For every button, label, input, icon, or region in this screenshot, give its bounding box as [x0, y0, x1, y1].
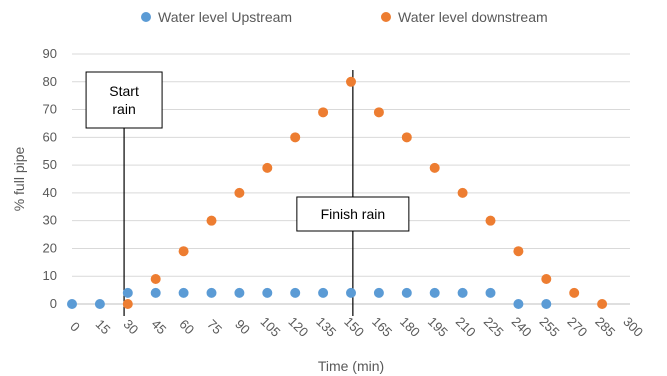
legend-marker [381, 12, 391, 22]
legend: Water level Upstream Water level downstre… [141, 9, 548, 25]
data-point-series-1 [122, 287, 133, 298]
y-tick-label: 50 [43, 157, 57, 172]
gridlines [72, 53, 630, 277]
annotations: Start rain Finish rain [85, 70, 410, 316]
x-tick-label: 15 [93, 316, 114, 337]
data-point-series-1 [94, 299, 105, 309]
data-point-series-1 [318, 287, 329, 298]
x-tick-label: 195 [425, 314, 451, 340]
data-point-series-2 [122, 299, 133, 309]
data-point-series-1 [67, 299, 77, 309]
data-points [67, 76, 608, 309]
data-point-series-2 [234, 187, 245, 198]
x-tick-label: 225 [481, 314, 507, 340]
data-point-series-1 [206, 287, 217, 298]
y-tick-label: 60 [43, 129, 57, 144]
x-tick-label: 0 [67, 319, 83, 335]
annotation-text-start: rain [112, 101, 135, 117]
data-point-series-1 [262, 287, 273, 298]
x-axis-title: Time (min) [318, 358, 384, 374]
data-point-series-2 [262, 162, 273, 173]
data-point-series-2 [457, 187, 468, 198]
data-point-series-1 [457, 287, 468, 298]
x-tick-label: 165 [369, 314, 395, 340]
data-point-series-2 [429, 162, 440, 173]
x-tick-label: 300 [620, 314, 646, 340]
y-axis-title: % full pipe [11, 146, 27, 211]
annotation-box-start [85, 71, 163, 129]
y-tick-label: 80 [43, 74, 57, 89]
y-tick-label: 30 [43, 213, 57, 228]
y-tick-label: 40 [43, 185, 57, 200]
data-point-series-2 [541, 274, 552, 284]
data-point-series-1 [541, 299, 552, 309]
x-tick-label: 240 [509, 314, 535, 340]
x-tick-label: 150 [341, 314, 367, 340]
x-tick-label: 120 [285, 314, 311, 340]
data-point-series-2 [346, 76, 356, 87]
data-point-series-2 [206, 215, 217, 226]
data-point-series-2 [569, 287, 580, 298]
data-point-series-2 [485, 215, 496, 226]
y-tick-label: 20 [43, 240, 57, 255]
y-tick-label: 90 [43, 46, 57, 61]
data-point-series-2 [513, 246, 524, 257]
x-tick-label: 90 [232, 316, 253, 337]
data-point-series-2 [150, 274, 161, 284]
data-point-series-2 [597, 299, 608, 309]
data-point-series-1 [373, 287, 384, 298]
annotation-text-finish: Finish rain [321, 206, 386, 222]
y-tick-label: 70 [43, 102, 57, 117]
data-point-series-1 [178, 287, 189, 298]
data-point-series-1 [290, 287, 301, 298]
data-point-series-2 [401, 132, 412, 143]
x-tick-label: 255 [537, 314, 563, 340]
x-tick-label: 285 [592, 314, 618, 340]
y-tick-label: 10 [43, 268, 57, 283]
y-axis-ticks: 0 10 20 30 40 50 60 70 80 90 [43, 46, 57, 311]
annotation-text-start: Start [109, 83, 139, 99]
x-axis-ticks: 0 15 30 45 60 75 90 105 120 135 150 165 180 195 210 225… [67, 314, 646, 340]
legend-label: Water level Upstream [158, 9, 292, 25]
data-point-series-1 [401, 287, 412, 298]
data-point-series-2 [318, 107, 329, 118]
x-tick-label: 60 [176, 316, 197, 337]
x-tick-label: 210 [453, 314, 479, 340]
x-tick-label: 270 [564, 314, 590, 340]
data-point-series-2 [373, 107, 384, 118]
x-tick-label: 105 [258, 314, 284, 340]
data-point-series-2 [178, 246, 189, 257]
x-tick-label: 180 [397, 314, 423, 340]
x-tick-label: 135 [313, 314, 339, 340]
data-point-series-1 [485, 287, 496, 298]
legend-marker [141, 12, 151, 22]
x-tick-label: 45 [148, 316, 169, 337]
data-point-series-2 [290, 132, 301, 143]
legend-label: Water level downstream [398, 9, 548, 25]
data-point-series-1 [513, 299, 524, 309]
x-tick-label: 30 [121, 316, 142, 337]
data-point-series-1 [150, 287, 161, 298]
annotation-box-finish [296, 196, 410, 232]
data-point-series-1 [234, 287, 245, 298]
x-tick-label: 75 [204, 316, 225, 337]
data-point-series-1 [429, 287, 440, 298]
data-point-series-1 [346, 287, 356, 298]
y-tick-label: 0 [50, 296, 57, 311]
